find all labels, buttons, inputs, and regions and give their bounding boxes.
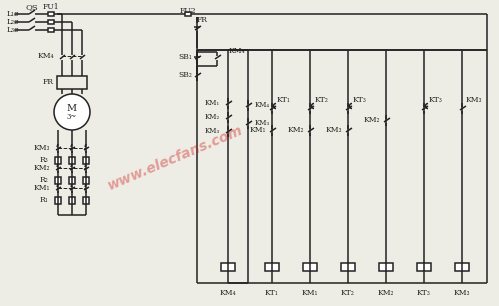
Bar — [341, 263, 355, 271]
Bar — [417, 263, 431, 271]
Text: SB₁: SB₁ — [178, 53, 192, 61]
Text: KT₁: KT₁ — [265, 289, 279, 297]
Text: KM₃: KM₃ — [254, 119, 269, 127]
Text: FR: FR — [42, 78, 53, 86]
Bar — [83, 177, 89, 184]
Text: KT₂: KT₂ — [341, 289, 355, 297]
Text: KT₃: KT₃ — [353, 96, 367, 104]
Bar — [303, 263, 317, 271]
Bar — [55, 197, 61, 204]
Bar — [57, 76, 87, 89]
Text: KM₂: KM₂ — [205, 113, 220, 121]
Bar — [55, 157, 61, 164]
Circle shape — [54, 94, 90, 130]
Bar — [265, 263, 279, 271]
Text: FU2: FU2 — [180, 7, 196, 15]
Bar — [185, 12, 191, 16]
Bar — [69, 157, 75, 164]
Text: R₃: R₃ — [39, 156, 48, 164]
Text: KT₁: KT₁ — [277, 96, 291, 104]
Bar — [83, 157, 89, 164]
Bar — [48, 12, 54, 16]
Text: KT₃: KT₃ — [417, 289, 431, 297]
Text: KM₃: KM₃ — [326, 126, 342, 134]
Text: FU1: FU1 — [43, 3, 59, 11]
Text: SB₂: SB₂ — [178, 71, 192, 79]
Bar — [55, 177, 61, 184]
Text: KM₄: KM₄ — [220, 289, 237, 297]
Text: KM₃: KM₃ — [466, 96, 482, 104]
Text: KM₂: KM₂ — [288, 126, 304, 134]
Bar — [69, 197, 75, 204]
Bar — [455, 263, 469, 271]
Text: KM₃: KM₃ — [34, 144, 50, 152]
Text: R₂: R₂ — [39, 176, 48, 184]
Bar — [48, 28, 54, 32]
Text: KM₄: KM₄ — [254, 101, 269, 109]
Bar — [48, 20, 54, 24]
Text: KM₁: KM₁ — [250, 126, 266, 134]
Text: 3~: 3~ — [67, 113, 77, 121]
Bar — [221, 263, 235, 271]
Text: www.elecfans.com: www.elecfans.com — [105, 123, 245, 193]
Text: KM₁: KM₁ — [205, 99, 220, 107]
Text: KT₂: KT₂ — [315, 96, 329, 104]
Text: KM₄: KM₄ — [38, 52, 54, 60]
Text: L₁ø: L₁ø — [7, 10, 19, 18]
Text: KM₃: KM₃ — [205, 127, 220, 135]
Text: QS: QS — [25, 3, 38, 11]
Text: KM₄: KM₄ — [229, 47, 246, 55]
Text: KM₁: KM₁ — [34, 184, 50, 192]
Text: KM₂: KM₂ — [34, 164, 50, 172]
Text: KT₃: KT₃ — [429, 96, 443, 104]
Text: L₂ø: L₂ø — [7, 18, 19, 26]
Text: FR: FR — [197, 16, 208, 24]
Bar — [69, 177, 75, 184]
Text: KM₂: KM₂ — [378, 289, 394, 297]
Text: M: M — [67, 103, 77, 113]
Text: KM₂: KM₂ — [364, 116, 380, 124]
Text: KM₃: KM₃ — [454, 289, 470, 297]
Bar — [83, 197, 89, 204]
Bar — [379, 263, 393, 271]
Text: L₃ø: L₃ø — [7, 26, 19, 34]
Text: KM₁: KM₁ — [302, 289, 318, 297]
Text: R₁: R₁ — [39, 196, 48, 204]
